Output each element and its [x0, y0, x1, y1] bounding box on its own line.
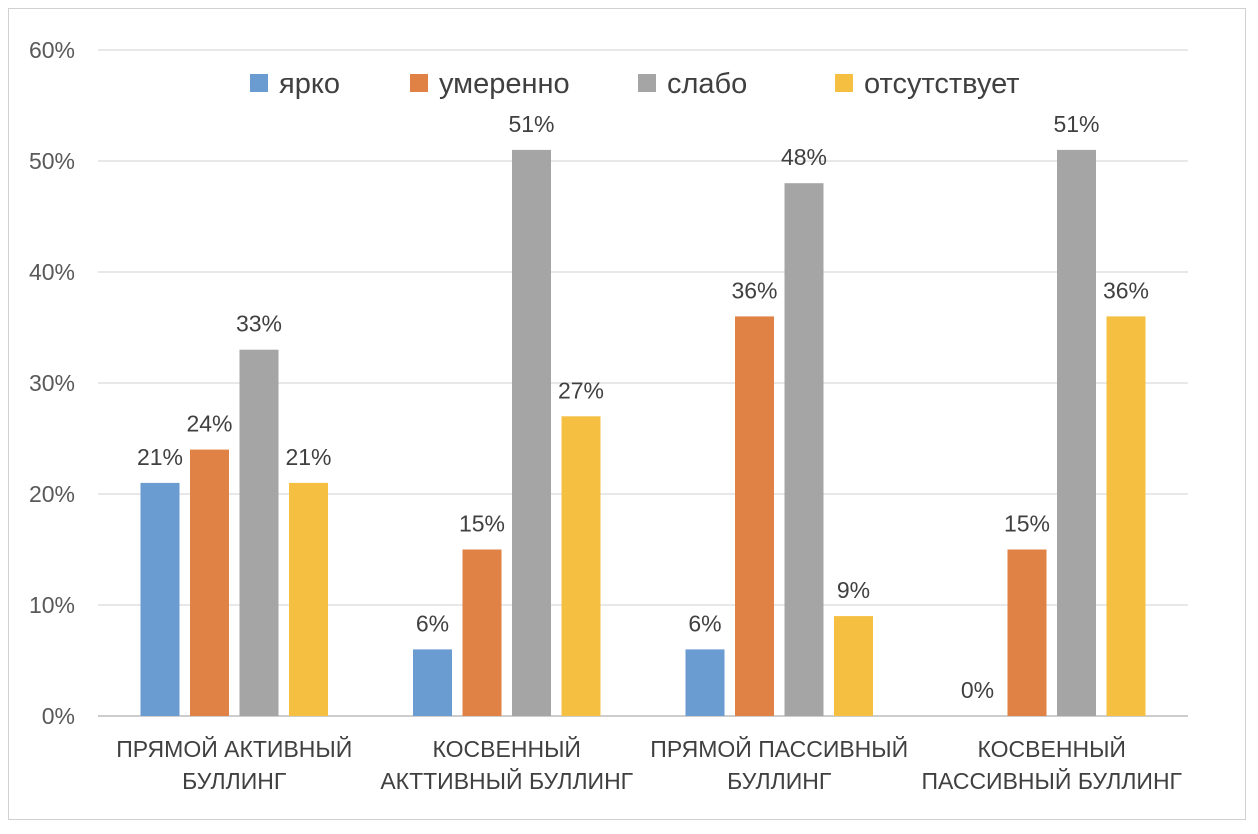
bar: [413, 649, 452, 716]
y-tick-label: 10%: [29, 592, 75, 618]
category-label: ПРЯМОЙ ПАССИВНЫЙ: [650, 735, 908, 762]
category-label: ПРЯМОЙ АКТИВНЫЙ: [116, 735, 352, 762]
legend-swatch: [250, 74, 268, 92]
bar: [140, 482, 180, 716]
category-label: КОСВЕННЫЙ: [433, 735, 581, 762]
data-label: 21%: [285, 444, 331, 470]
data-label: 21%: [137, 444, 183, 470]
category-label: БУЛЛИНГ: [727, 768, 832, 794]
legend-label: отсутствует: [864, 68, 1020, 100]
data-label: 33%: [236, 311, 282, 337]
data-label: 6%: [416, 610, 449, 636]
data-label: 6%: [688, 610, 721, 636]
bar: [784, 183, 824, 716]
category-label: АКТТИВНЫЙ БУЛЛИНГ: [380, 767, 633, 794]
y-tick-label: 40%: [29, 259, 75, 285]
bar: [685, 649, 725, 716]
bar: [512, 149, 551, 716]
y-tick-label: 50%: [29, 148, 75, 174]
data-label: 9%: [837, 577, 870, 603]
data-label: 51%: [1053, 111, 1099, 137]
category-label: КОСВЕННЫЙ: [978, 735, 1126, 762]
data-label: 0%: [961, 677, 994, 703]
legend-label: слабо: [667, 68, 747, 100]
legend-swatch: [410, 74, 428, 92]
bar: [1106, 316, 1146, 716]
data-label: 15%: [1004, 511, 1050, 537]
legend-label: ярко: [279, 68, 340, 100]
y-tick-label: 20%: [29, 481, 75, 507]
bar: [462, 549, 502, 716]
data-label: 36%: [731, 277, 777, 303]
data-label: 15%: [459, 511, 505, 537]
data-label: 27%: [558, 377, 604, 403]
bar: [735, 316, 774, 716]
data-label: 51%: [508, 111, 554, 137]
y-tick-label: 30%: [29, 370, 75, 396]
bar: [289, 482, 328, 716]
bar: [834, 616, 873, 716]
bar: [1057, 149, 1096, 716]
legend-swatch: [835, 74, 853, 92]
bar: [1007, 549, 1047, 716]
data-label: 36%: [1103, 277, 1149, 303]
y-tick-label: 0%: [42, 703, 75, 729]
bar: [190, 449, 229, 716]
legend-label: умеренно: [439, 68, 570, 100]
data-label: 24%: [186, 411, 232, 437]
category-label: БУЛЛИНГ: [182, 768, 287, 794]
data-label: 48%: [781, 144, 827, 170]
bar: [239, 349, 279, 716]
category-label: ПАССИВНЫЙ БУЛЛИНГ: [921, 767, 1182, 794]
y-tick-label: 60%: [29, 37, 75, 63]
bar: [561, 416, 601, 716]
legend-swatch: [638, 74, 656, 92]
